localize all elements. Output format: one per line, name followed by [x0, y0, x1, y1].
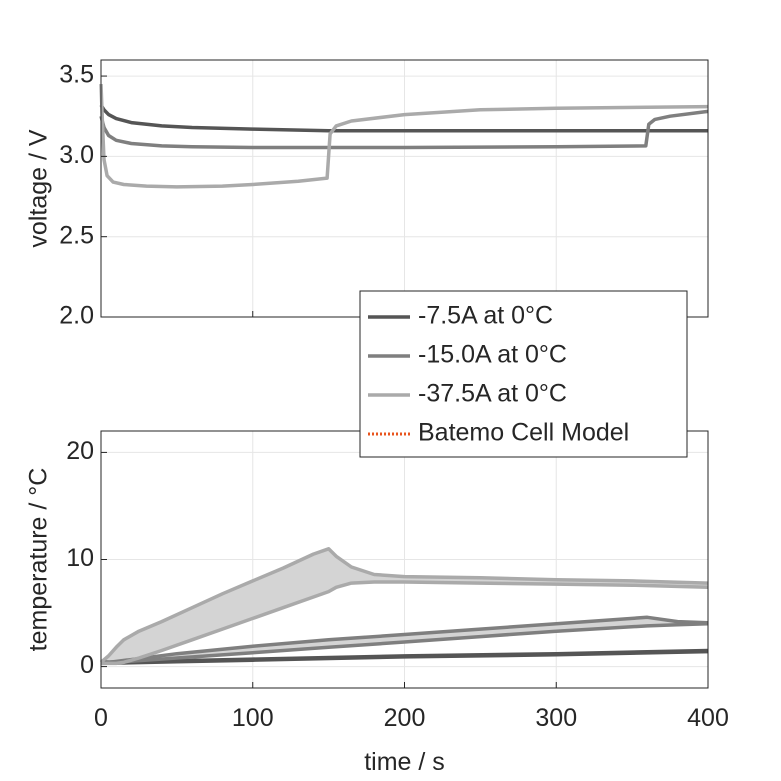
x-tick-label: 200: [384, 704, 426, 732]
legend-label: Batemo Cell Model: [418, 419, 629, 447]
y-tick-label: 3.5: [59, 61, 94, 89]
legend-box: [359, 290, 688, 458]
y-tick-label: 20: [66, 437, 94, 465]
voltage-ticks: 2.0 2.5 3.0 3.5: [59, 61, 709, 330]
legend-label: -37.5A at 0°C: [418, 380, 567, 408]
legend-label: -7.5A at 0°C: [418, 302, 553, 330]
series-lower-line: [100, 649, 709, 666]
series-upper-line: [99, 547, 709, 664]
x-tick-label: 100: [232, 704, 274, 732]
legend: -7.5A at 0°C -15.0A at 0°C -37.5A at 0°C Ba…: [359, 290, 688, 458]
time-xlabel: time / s: [364, 748, 445, 776]
series-lower-line: [101, 580, 709, 666]
y-tick-label: 3.0: [59, 141, 94, 169]
series-line: [99, 104, 708, 133]
series-band: [101, 548, 708, 664]
x-tick-label: 300: [535, 704, 577, 732]
series-upper-line: [100, 615, 709, 666]
series-lower-line: [100, 622, 709, 666]
y-tick-label: 2.0: [59, 302, 94, 330]
temperature-series: [99, 547, 709, 666]
y-tick-label: 10: [66, 544, 94, 572]
temperature-ylabel: temperature / °C: [25, 468, 53, 652]
y-tick-label: 2.5: [59, 221, 94, 249]
x-tick-label: 0: [94, 704, 108, 732]
series-line: [99, 84, 709, 189]
series-line: [99, 109, 709, 150]
x-tick-label: 400: [687, 704, 729, 732]
legend-label: -15.0A at 0°C: [418, 341, 567, 369]
voltage-series: [99, 84, 709, 189]
y-tick-label: 0: [80, 651, 94, 679]
voltage-subplot: 2.0 2.5 3.0 3.5 voltage / V: [25, 59, 709, 330]
voltage-ylabel: voltage / V: [25, 129, 53, 247]
